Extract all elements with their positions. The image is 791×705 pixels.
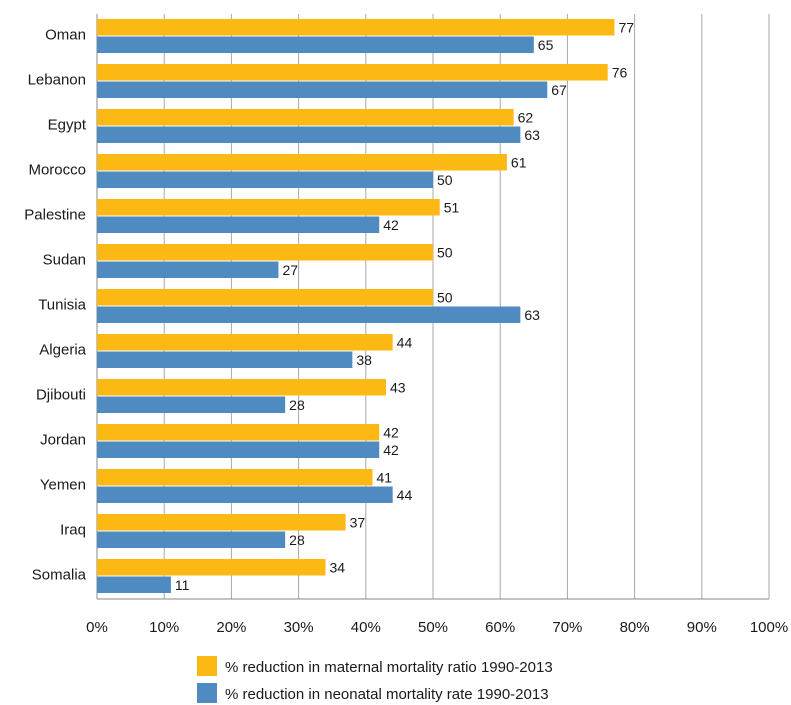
x-tick-label: 10% xyxy=(149,619,179,636)
category-label: Yemen xyxy=(40,477,86,494)
legend-label: % reduction in neonatal mortality rate 1… xyxy=(225,686,549,703)
bar-value-label: 11 xyxy=(175,577,190,593)
bar-maternal xyxy=(97,64,608,81)
bar-neonatal xyxy=(97,81,548,98)
bar-value-label: 77 xyxy=(618,20,634,36)
bar-maternal xyxy=(97,289,433,306)
bar-value-label: 50 xyxy=(437,172,453,188)
bar-maternal xyxy=(97,154,507,171)
bar-maternal xyxy=(97,424,380,441)
bar-value-label: 63 xyxy=(524,307,540,323)
bar-neonatal xyxy=(97,171,433,188)
bar-value-label: 76 xyxy=(612,65,628,81)
bar-value-label: 41 xyxy=(377,470,393,486)
category-label: Morocco xyxy=(28,162,86,179)
bar-value-label: 50 xyxy=(437,245,453,261)
legend: % reduction in maternal mortality ratio … xyxy=(197,656,553,703)
x-tick-label: 70% xyxy=(552,619,582,636)
category-labels: Oman Lebanon Egypt Morocco Palestine Sudan Tun… xyxy=(24,27,87,584)
x-tick-label: 60% xyxy=(485,619,515,636)
x-tick-label: 30% xyxy=(284,619,314,636)
bar-value-label: 63 xyxy=(524,127,540,143)
bar-value-label: 65 xyxy=(538,37,554,53)
x-axis-tick-labels: 0% 10% 20% 30% 40% 50% 60% 70% 80% 90% 100% xyxy=(86,619,788,636)
bar-neonatal xyxy=(97,576,171,593)
x-tick-label: 80% xyxy=(620,619,650,636)
bar-value-label: 42 xyxy=(383,425,399,441)
bar-maternal xyxy=(97,199,440,216)
category-label: Algeria xyxy=(39,342,86,359)
x-tick-label: 20% xyxy=(216,619,246,636)
bar-value-label: 37 xyxy=(350,515,366,531)
bar-maternal xyxy=(97,109,514,126)
bar-maternal xyxy=(97,559,326,576)
bar-maternal xyxy=(97,19,615,36)
bar-value-label: 50 xyxy=(437,290,453,306)
x-tick-label: 90% xyxy=(687,619,717,636)
bar-value-label: 42 xyxy=(383,442,399,458)
bar-value-label: 28 xyxy=(289,532,305,548)
bar-neonatal xyxy=(97,441,380,458)
category-label: Egypt xyxy=(48,117,87,134)
bar-neonatal xyxy=(97,216,380,233)
bar-value-label: 28 xyxy=(289,397,305,413)
bar-maternal xyxy=(97,334,393,351)
bar-neonatal xyxy=(97,351,353,368)
bar-neonatal xyxy=(97,396,286,413)
x-tick-label: 100% xyxy=(750,619,788,636)
legend-swatch xyxy=(197,656,217,676)
bar-maternal xyxy=(97,379,386,396)
bar-value-label: 61 xyxy=(511,155,527,171)
bar-value-label: 38 xyxy=(356,352,372,368)
bar-neonatal xyxy=(97,126,521,143)
bar-value-labels: 7765766762636150514250275063443843284242… xyxy=(175,20,634,594)
category-label: Tunisia xyxy=(38,297,86,314)
bar-value-label: 44 xyxy=(397,335,413,351)
x-tick-label: 0% xyxy=(86,619,108,636)
bar-neonatal xyxy=(97,306,521,323)
category-label: Iraq xyxy=(60,522,86,539)
bar-maternal xyxy=(97,514,346,531)
legend-swatch xyxy=(197,683,217,703)
bar-maternal xyxy=(97,244,433,261)
legend-label: % reduction in maternal mortality ratio … xyxy=(225,659,553,676)
bar-value-label: 43 xyxy=(390,380,406,396)
category-label: Jordan xyxy=(40,432,86,449)
bar-value-label: 42 xyxy=(383,217,399,233)
category-label: Sudan xyxy=(43,252,86,269)
bar-value-label: 62 xyxy=(518,110,534,126)
bar-value-label: 27 xyxy=(282,262,298,278)
category-label: Lebanon xyxy=(28,72,86,89)
bar-neonatal xyxy=(97,261,279,278)
bar-maternal xyxy=(97,469,373,486)
bar-neonatal xyxy=(97,36,534,53)
bars xyxy=(97,19,615,593)
bar-value-label: 44 xyxy=(397,487,413,503)
bar-neonatal xyxy=(97,531,286,548)
category-label: Palestine xyxy=(24,207,86,224)
x-tick-label: 50% xyxy=(418,619,448,636)
category-label: Somalia xyxy=(32,567,87,584)
bar-neonatal xyxy=(97,486,393,503)
bar-value-label: 67 xyxy=(551,82,567,98)
bar-value-label: 34 xyxy=(329,560,345,576)
category-label: Oman xyxy=(45,27,86,44)
bar-value-label: 51 xyxy=(444,200,460,216)
category-label: Djibouti xyxy=(36,387,86,404)
x-tick-label: 40% xyxy=(351,619,381,636)
